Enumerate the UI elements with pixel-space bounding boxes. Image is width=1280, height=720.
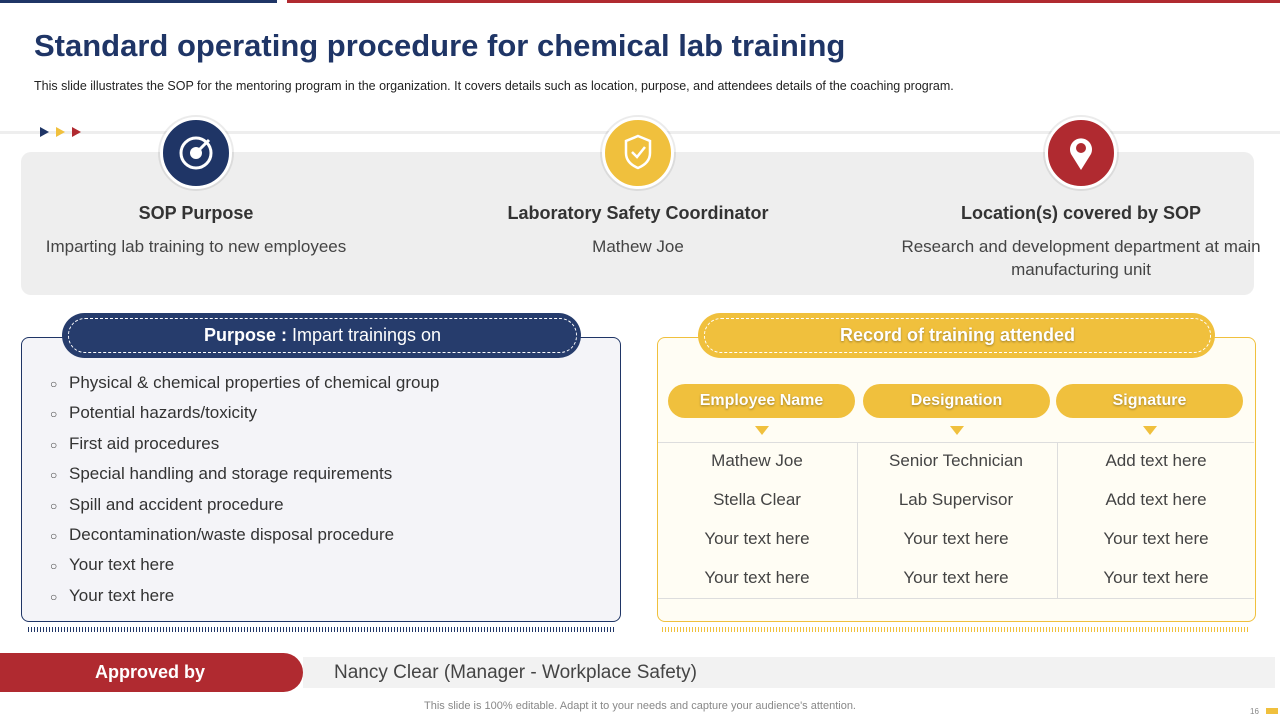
table-cell: Your text here [903, 529, 1009, 548]
item-text: Physical & chemical properties of chemic… [69, 373, 440, 392]
approval-label-box [0, 653, 303, 692]
approval-label: Approved by [95, 662, 206, 682]
item-text: Decontamination/waste disposal procedure [69, 525, 395, 544]
arrows [40, 127, 81, 137]
purpose-item: ○ Your text here [50, 555, 174, 575]
item-text: Spill and accident procedure [69, 494, 284, 514]
bullet: ○ [50, 407, 58, 422]
column-header: Employee Name [668, 384, 855, 418]
table-line [1057, 442, 1058, 598]
item-text: Your text here [69, 585, 175, 605]
approval-strip [303, 657, 1275, 688]
hatch [28, 627, 614, 632]
purpose-item: ○ Physical & chemical properties of chemi… [50, 373, 439, 393]
title: Standard operating procedure for chemica… [34, 28, 846, 63]
purpose-item: ○ Your text here [50, 586, 174, 606]
purpose-item: ○ First aid procedures [50, 434, 219, 454]
item-text: Special handling and storage requirement… [69, 464, 393, 484]
pointer [950, 426, 964, 435]
purpose-item: ○ Spill and accident procedure [50, 495, 284, 515]
page-number: 16 [1250, 707, 1259, 716]
table-cell: Senior Technician [889, 451, 1023, 470]
item-text: First aid procedures [69, 433, 220, 453]
table-cell: Your text here [704, 568, 810, 587]
purpose-item: ○ Special handling and storage requiremen… [50, 464, 392, 484]
table-cell: Lab Supervisor [898, 490, 1014, 509]
table-line [658, 442, 1254, 443]
column-header: Signature [1056, 384, 1243, 418]
table-cell: Your text here [704, 529, 810, 548]
purpose-item: ○ Potential hazards/toxicity [50, 403, 257, 423]
table-cell: Your text here [1103, 568, 1209, 587]
top-bar [0, 0, 277, 3]
column-header: Designation [863, 384, 1050, 418]
card-title: Laboratory Safety Coordinator [507, 203, 769, 223]
bullet: ○ [50, 559, 58, 574]
pointer [755, 426, 769, 435]
hatch [662, 627, 1250, 632]
table-cell: Stella Clear [713, 490, 801, 509]
table-line [658, 598, 1254, 599]
item-text: Potential hazards/toxicity [69, 403, 258, 423]
top-bar [287, 0, 1280, 3]
bullet: ○ [50, 589, 58, 604]
bullet: ○ [50, 498, 58, 513]
icon [602, 117, 674, 189]
bullet: ○ [50, 468, 58, 483]
card-title: Location(s) covered by SOP [960, 203, 1202, 223]
bullet: ○ [50, 529, 58, 543]
pointer [1143, 426, 1157, 435]
item-text: Your text here [69, 555, 175, 575]
table-cell: Mathew Joe [711, 451, 803, 470]
footer-note: This slide is 100% editable. Adapt it to… [424, 700, 856, 712]
page-mark [1266, 708, 1278, 714]
table-line [857, 442, 858, 598]
card-text: Imparting lab training to new employees [45, 237, 347, 256]
table-cell: Add text here [1105, 490, 1207, 509]
table-cell: Your text here [903, 568, 1009, 587]
bullet: ○ [50, 437, 58, 452]
table-cell: Add text here [1105, 451, 1207, 470]
purpose-box [21, 337, 621, 622]
record-header [698, 313, 1215, 358]
purpose-item: ○ Decontamination/waste disposal procedur… [50, 525, 394, 545]
subtitle: This slide illustrates the SOP for the m… [34, 79, 954, 93]
purpose-heading: Purpose : Impart trainings on [68, 318, 577, 353]
approval-text: Nancy Clear (Manager - Workplace Safety) [334, 662, 697, 683]
record-title: Record of training attended [704, 318, 1211, 353]
card-title: SOP Purpose [138, 203, 254, 223]
card-text: Mathew Joe [592, 237, 684, 256]
table-cell: Your text here [1103, 529, 1209, 548]
card-text: Research and development department at m… [901, 237, 1261, 279]
purpose-title: Impart trainings on [291, 325, 442, 345]
bullet: ○ [50, 377, 58, 391]
purpose-label: Purpose : [203, 325, 287, 345]
icon [160, 117, 232, 189]
purpose-header [62, 313, 581, 358]
icon [1045, 117, 1117, 189]
